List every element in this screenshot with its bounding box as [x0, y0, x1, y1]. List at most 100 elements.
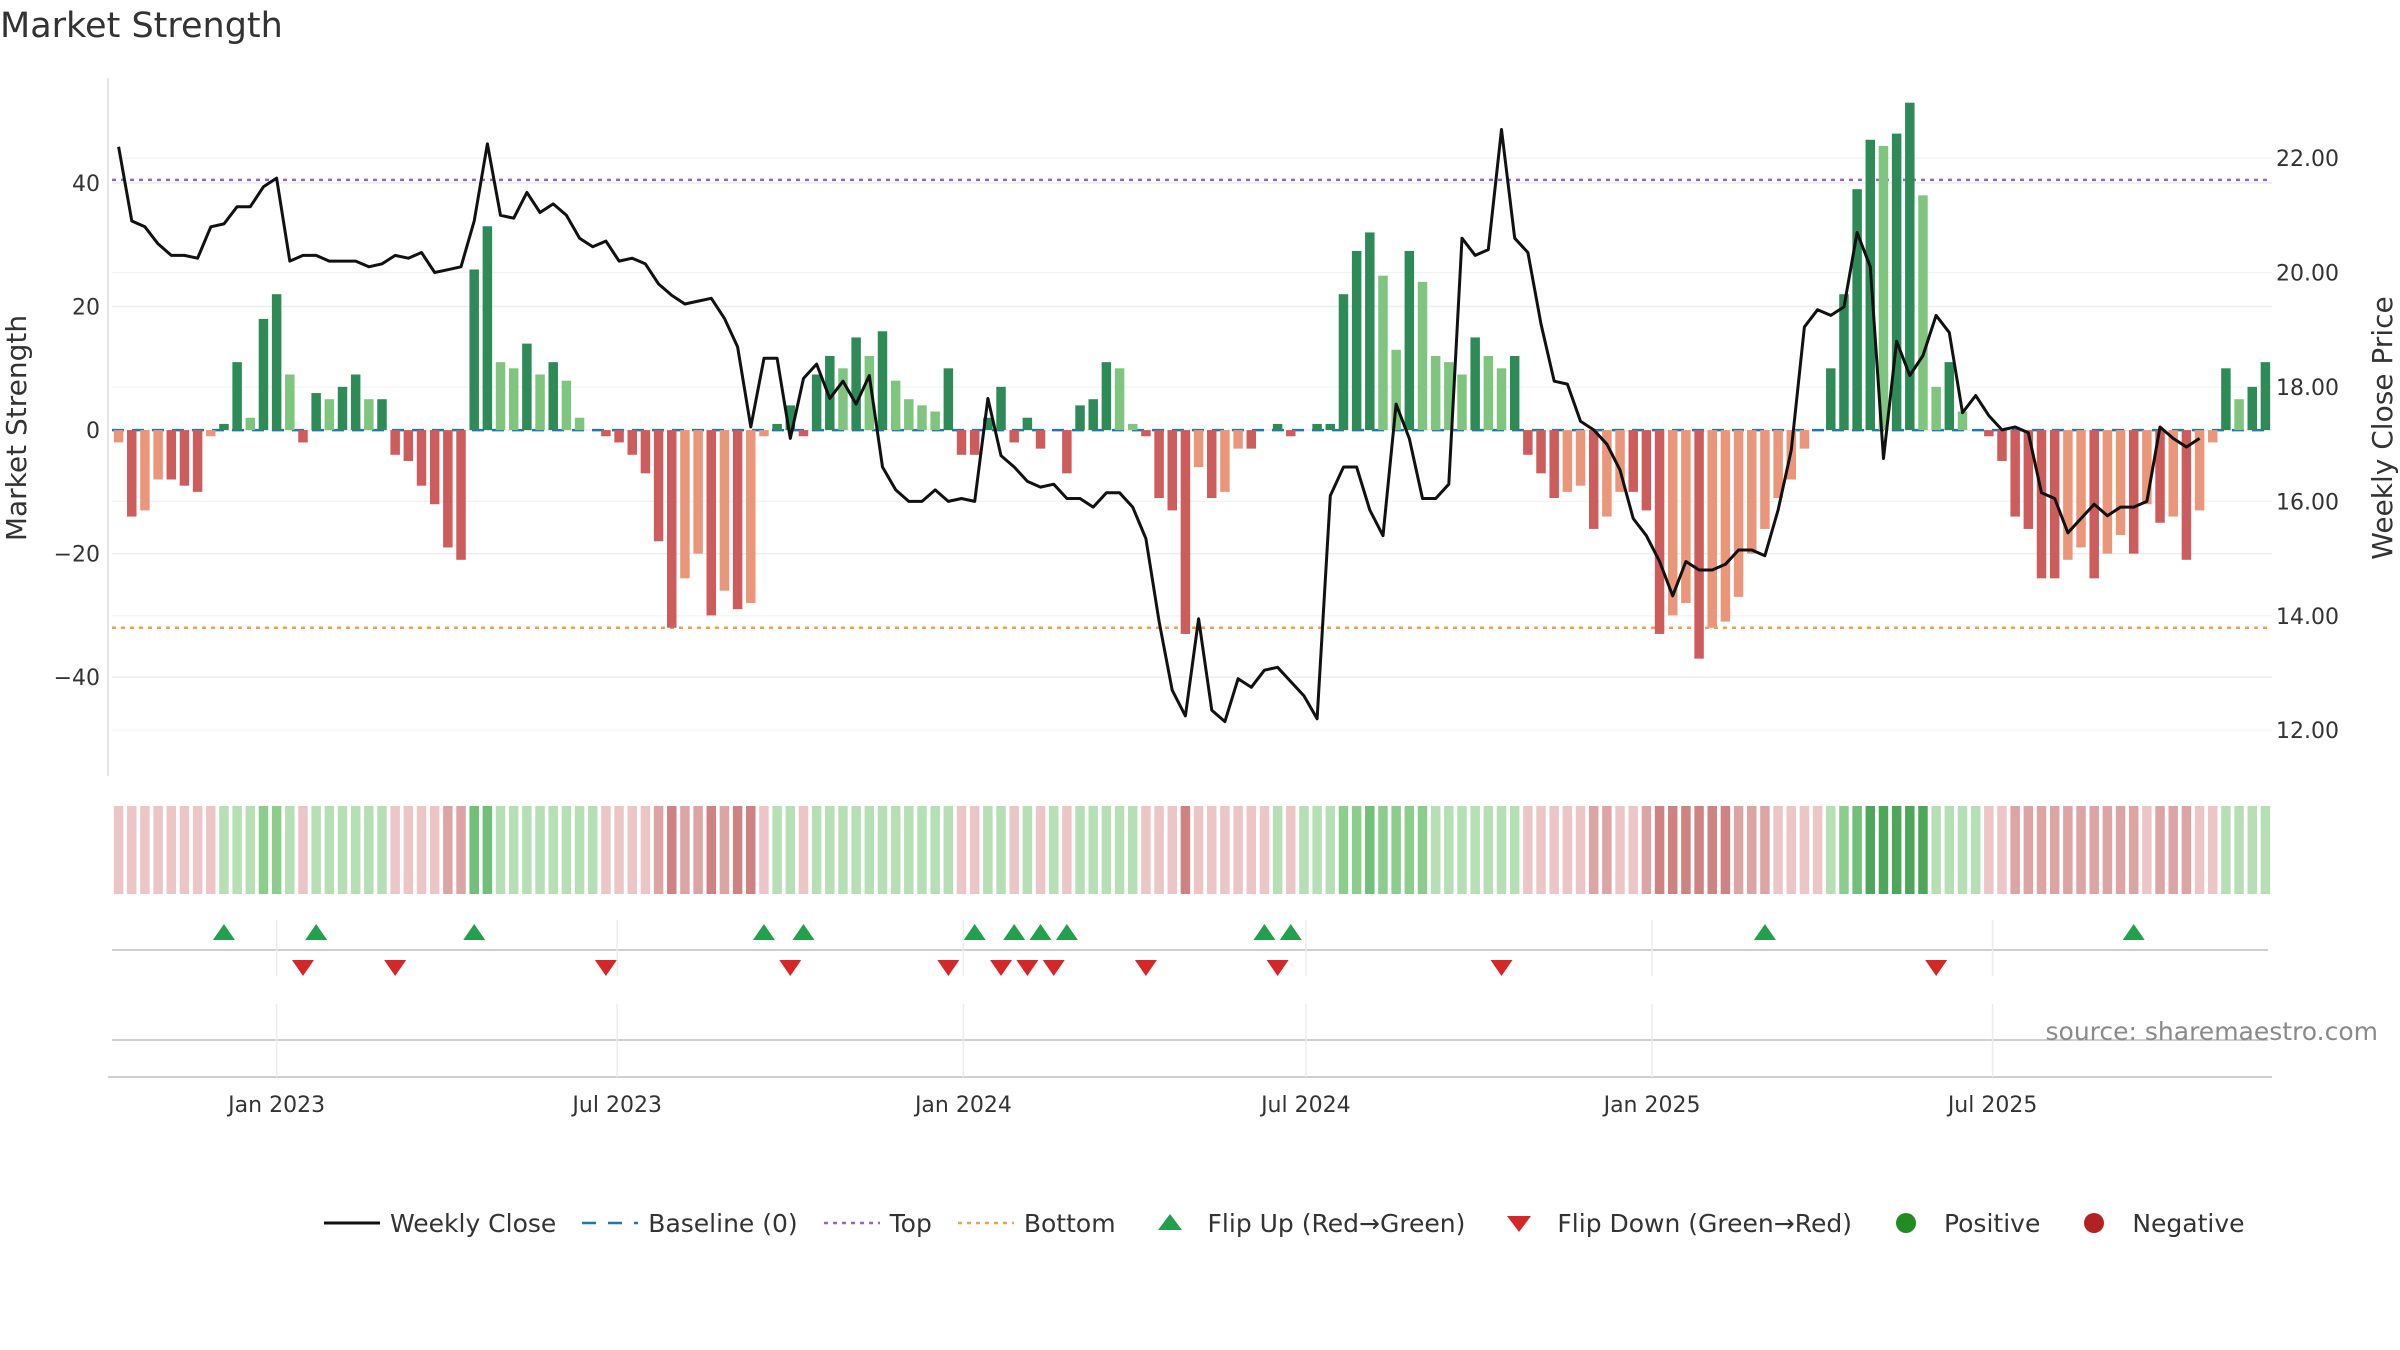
strength-bar [1839, 294, 1849, 431]
flip-up-marker [752, 924, 775, 940]
band-cell [416, 806, 427, 894]
flip-down-marker [779, 960, 802, 976]
strength-bar [1391, 349, 1401, 431]
strength-bar [667, 430, 677, 628]
strength-bar [337, 386, 348, 431]
flip-up-marker [1003, 924, 1026, 940]
band-cell [574, 806, 585, 894]
strength-bar [1009, 430, 1019, 443]
band-cell [1984, 806, 1994, 894]
band-cell [1207, 806, 1217, 894]
strength-bar [1957, 411, 1968, 431]
legend-label: Positive [1943, 1208, 2041, 1238]
strength-bar [1193, 430, 1204, 468]
band-cell [1839, 806, 1849, 894]
band-cell [1457, 806, 1467, 894]
legend-symbol-positive [1874, 1208, 1938, 1238]
band-cell [811, 806, 822, 894]
band-cell [1444, 806, 1454, 894]
band-cell [1747, 806, 1757, 894]
band-cell [1351, 806, 1362, 894]
band-cell [1259, 806, 1270, 894]
band-cell [2142, 806, 2152, 894]
legend-item-bottom: Bottom [954, 1208, 1116, 1238]
band-cell [1812, 806, 1823, 894]
band-cell [1654, 806, 1665, 894]
band-cell [113, 806, 124, 894]
strength-bar [1101, 362, 1112, 431]
legend-label: Flip Down (Green→Red) [1557, 1208, 1852, 1238]
strength-bar [1180, 430, 1191, 634]
band-cell [298, 806, 308, 894]
right-tick-label: 16.00 [2276, 490, 2339, 515]
band-cell [1035, 806, 1046, 894]
band-cell [2102, 806, 2113, 894]
strength-bar [311, 393, 321, 431]
band-cell [1760, 806, 1770, 894]
strength-bar [983, 417, 993, 431]
strength-bar [364, 399, 374, 431]
band-cell [350, 806, 361, 894]
band-cell [719, 806, 730, 894]
strength-bar [403, 430, 414, 461]
band-cell [1707, 806, 1717, 894]
band-cell [1154, 806, 1164, 894]
strength-bar [601, 430, 611, 437]
band-cell [587, 806, 598, 894]
flip-up-marker [1029, 924, 1052, 940]
legend-symbol-negative [2062, 1208, 2126, 1238]
band-cell [706, 806, 717, 894]
strength-bar [719, 430, 730, 591]
left-tick-label: −20 [54, 543, 100, 568]
band-cell [956, 806, 967, 894]
strength-bar [1760, 430, 1770, 529]
band-cell [561, 806, 572, 894]
strength-bar [206, 430, 216, 437]
band-cell [2247, 806, 2257, 894]
band-cell [969, 806, 980, 894]
band-cell [1931, 806, 1941, 894]
strength-bar [1246, 430, 1257, 449]
legend: Weekly Close Baseline (0) Top Bottom Flip Up… [320, 1208, 2267, 1238]
band-cell [1944, 806, 1955, 894]
band-cell [1588, 806, 1599, 894]
band-cell [495, 806, 506, 894]
legend-item-negative: Negative [2062, 1208, 2245, 1238]
strength-bar [1707, 430, 1717, 628]
band-cell [1325, 806, 1336, 894]
strength-bar [285, 374, 295, 431]
strength-bar [1509, 355, 1520, 431]
band-cell [1470, 806, 1480, 894]
band-cell [429, 806, 440, 894]
right-axis-title: Weekly Close Price [2366, 296, 2399, 559]
band-cell [1088, 806, 1098, 894]
strength-bar [1720, 430, 1731, 622]
strength-bar [627, 430, 637, 455]
strength-bar [1365, 232, 1375, 431]
band-cell [179, 806, 190, 894]
legend-label: Bottom [1023, 1208, 1116, 1238]
legend-item-baseline: Baseline (0) [578, 1208, 798, 1238]
flip-down-marker [990, 960, 1013, 976]
strength-bar [1154, 430, 1164, 499]
x-tick-label: Jan 2024 [913, 1093, 1012, 1118]
strength-bar [482, 226, 493, 431]
band-cell [219, 806, 229, 894]
band-cell [1430, 806, 1441, 894]
strength-bar [548, 362, 558, 431]
legend-symbol-flip_up [1138, 1208, 1202, 1238]
band-cell [825, 806, 835, 894]
band-cell [1496, 806, 1507, 894]
band-cell [1272, 806, 1283, 894]
timeline-panel: Jan 2023 Jul 2023 Jan 2024 Jul 2024 Jan 2025… [108, 920, 2272, 1118]
band-cell [680, 806, 690, 894]
strength-bar [1878, 145, 1889, 431]
band-cell [482, 806, 493, 894]
strength-bar [969, 430, 980, 455]
band-cell [1180, 806, 1191, 894]
flip-down-marker [1042, 960, 1065, 976]
band-cell [192, 806, 203, 894]
band-cell [627, 806, 637, 894]
strength-bar [904, 399, 914, 431]
flip-down-marker [1925, 960, 1948, 976]
